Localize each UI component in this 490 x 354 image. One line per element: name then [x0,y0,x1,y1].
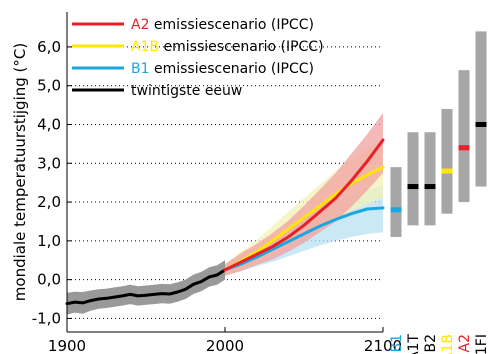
range-label-prefix: A1 [474,346,490,354]
legend-entry: A2 emissiescenario (IPCC) [131,17,314,33]
legend-text: emissiescenario (IPCC) [159,39,323,55]
range-best-estimate [475,121,487,127]
line-twintigste-eeuw [65,268,227,306]
band-twintigste-eeuw [67,260,225,315]
range-label: A1T [406,334,422,354]
line-a1b [223,165,385,272]
uncertainty-bands [67,112,383,315]
legend-text: twintigste eeuw [131,83,242,99]
x-tick-label: 1900 [48,337,86,354]
range-bar [424,132,436,226]
range-label-prefix: B1 [389,334,405,353]
range-label-prefix: B2 [423,334,439,353]
range-best-estimate [390,207,402,213]
line-a2 [223,138,385,272]
y-tick-label: 5,0 [37,77,61,95]
range-bar [458,70,470,203]
legend-text: emissiescenario (IPCC) [150,61,314,77]
range-bar [475,31,487,187]
y-axis-label: mondiale temperatuurstijging (°C) [11,43,29,301]
legend-scenario-name: A2 [131,17,149,33]
y-tick-label: 4,0 [37,115,61,133]
x-tick-labels: 1900 2000 2100 [48,327,402,354]
range-bar [390,167,402,237]
x-tick-label: 2000 [206,337,244,354]
range-label: A1B [440,334,456,354]
y-tick-label: 6,0 [37,38,61,56]
band-a2 [225,112,383,276]
legend-text: emissiescenario (IPCC) [149,17,313,33]
legend-scenario-name: A1B [131,39,159,55]
range-label-prefix: A1 [440,344,456,354]
range-label: B1 [389,334,405,353]
range-best-estimate [458,145,470,151]
range-label: A1FI [474,334,490,354]
range-best-estimate [424,184,436,190]
line-b1 [223,206,385,272]
x-tick-label: 2100 [364,337,402,354]
legend-entry: twintigste eeuw [131,83,242,99]
y-tick-label: 2,0 [37,193,61,211]
range-label: A2 [457,334,473,352]
range-best-estimate [407,184,419,190]
range-best-estimate [441,168,453,174]
range-label-suffix: FI [474,334,490,346]
range-label-prefix: A2 [457,334,473,352]
range-label-suffix: B [440,334,456,344]
range-label: B2 [423,334,439,353]
y-tick-label: -1,0 [32,309,61,327]
legend: A2 emissiescenario (IPCC)A1B emissiescen… [72,17,324,99]
legend-scenario-name: B1 [131,61,150,77]
range-label-suffix: T [406,334,422,344]
y-tick-labels: -1,0 0,0 1,0 2,0 3,0 4,0 5,0 6,0 [32,38,72,327]
y-tick-label: 0,0 [37,271,61,289]
legend-entry: B1 emissiescenario (IPCC) [131,61,314,77]
range-label-prefix: A1 [406,343,422,354]
scenario-ranges-2100: B1A1TB2A1BA2A1FI [389,31,490,354]
y-tick-label: 1,0 [37,232,61,250]
series-lines [65,138,385,306]
y-tick-label: 3,0 [37,154,61,172]
legend-entry: A1B emissiescenario (IPCC) [131,39,324,55]
range-bar [441,108,453,214]
range-bar [407,132,419,226]
